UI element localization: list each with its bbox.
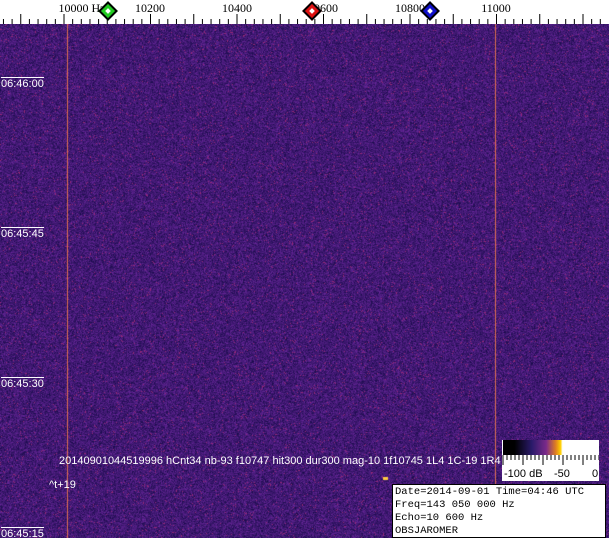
time-offset: ^t+19 — [49, 479, 76, 491]
time-label: 06:46:00 — [1, 77, 44, 90]
scale-ticks — [502, 455, 599, 467]
color-gradient — [503, 440, 599, 455]
scale-label: 0 — [592, 468, 598, 480]
freq-label-10400: 10400 — [222, 1, 252, 16]
observer: OBSJAROMER — [395, 525, 603, 538]
freq-label-10000: 10000 Hz — [59, 1, 106, 16]
frequency: Freq=143 050 000 Hz — [395, 499, 603, 512]
time-label: 06:45:15 — [1, 527, 44, 538]
freq-label-10800: 10800 — [395, 1, 425, 16]
detection-text: 20140901044519996 hCnt34 nb-93 f10747 hi… — [59, 455, 513, 467]
time-label: 06:45:30 — [1, 377, 44, 390]
time-label: 06:45:45 — [1, 227, 44, 240]
freq-label-11000: 11000 — [481, 1, 511, 16]
info-box: Date=2014-09-01 Time=04:46 UTC Freq=143 … — [392, 484, 606, 538]
freq-value: 10000 — [59, 1, 89, 15]
echo: Echo=10 600 Hz — [395, 512, 603, 525]
freq-label-10200: 10200 — [135, 1, 165, 16]
color-scale: -100 dB -50 0 — [502, 440, 599, 481]
scale-label: -100 dB — [504, 468, 543, 480]
scale-label: -50 — [554, 468, 570, 480]
frequency-axis: 10000 Hz 10200 10400 10600 10800 11000 — [0, 0, 609, 24]
date-time: Date=2014-09-01 Time=04:46 UTC — [395, 486, 603, 499]
